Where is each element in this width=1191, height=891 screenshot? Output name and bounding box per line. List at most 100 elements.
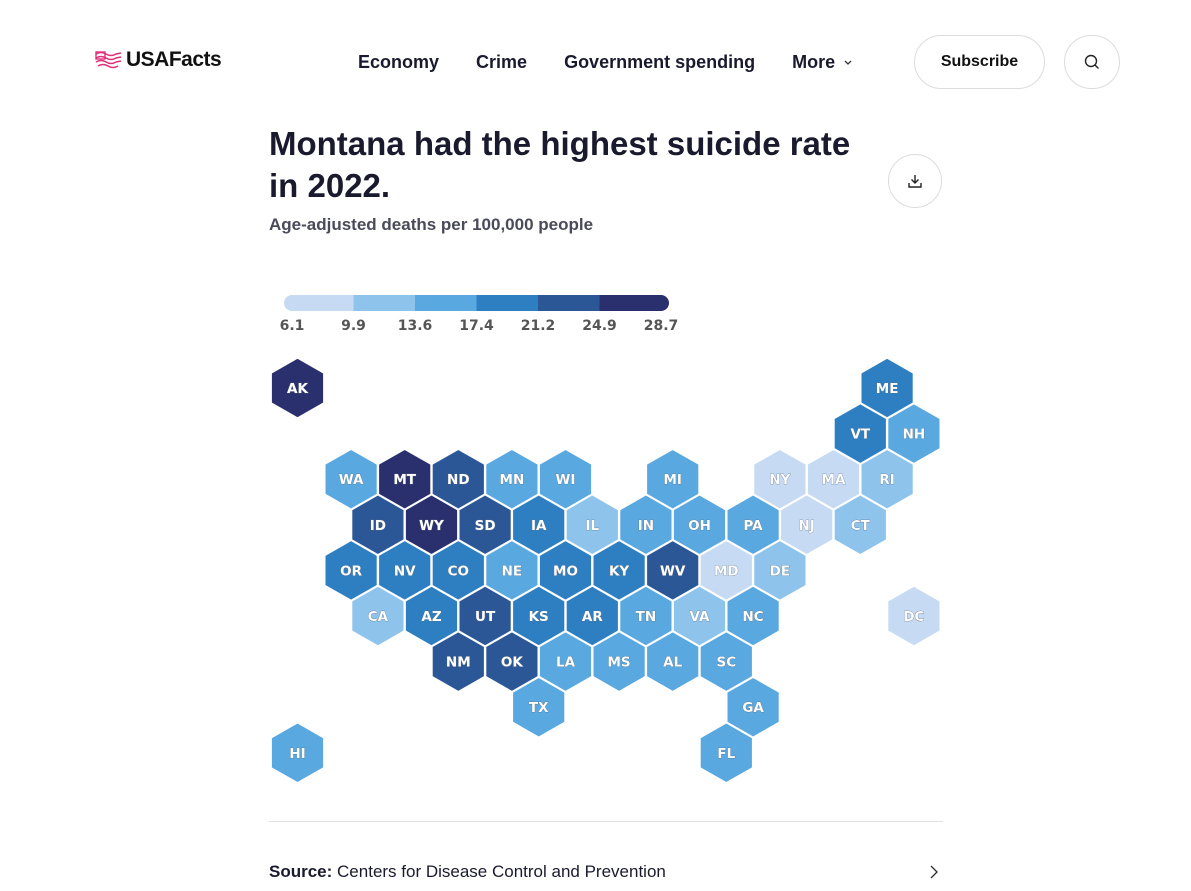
state-hex-ga[interactable]: GA bbox=[726, 676, 780, 738]
state-hex-ks[interactable]: KS bbox=[511, 585, 566, 647]
state-hex-nd[interactable]: ND bbox=[431, 448, 486, 510]
state-label: DC bbox=[903, 609, 924, 625]
state-hex-shape bbox=[458, 585, 512, 647]
state-hex-shape bbox=[726, 676, 780, 738]
state-hex-ok[interactable]: OK bbox=[485, 631, 539, 693]
state-hex-vt[interactable]: VT bbox=[833, 403, 888, 465]
state-label: KY bbox=[609, 563, 629, 579]
state-hex-ar[interactable]: AR bbox=[565, 585, 620, 647]
state-label: IA bbox=[531, 518, 547, 534]
state-hex-ri[interactable]: RI bbox=[860, 448, 914, 510]
state-label: IL bbox=[585, 518, 599, 534]
download-icon bbox=[908, 175, 922, 188]
state-hex-ms[interactable]: MS bbox=[592, 631, 646, 693]
logo-text: USAFacts bbox=[126, 48, 222, 71]
state-label: RI bbox=[879, 472, 894, 488]
state-hex-sc[interactable]: SC bbox=[699, 631, 754, 693]
state-hex-mi[interactable]: MI bbox=[645, 448, 700, 510]
state-hex-dc[interactable]: DC bbox=[887, 585, 941, 647]
state-hex-pa[interactable]: PA bbox=[726, 494, 780, 556]
state-hex-wv[interactable]: WV bbox=[645, 539, 700, 601]
state-hex-il[interactable]: IL bbox=[565, 494, 620, 556]
state-hex-al[interactable]: AL bbox=[645, 631, 700, 693]
state-hex-mt[interactable]: MT bbox=[377, 448, 432, 510]
state-hex-me[interactable]: ME bbox=[860, 357, 914, 419]
state-hex-hi[interactable]: HI bbox=[270, 722, 325, 784]
legend-swatch bbox=[538, 295, 600, 311]
state-label: AR bbox=[582, 609, 603, 625]
state-hex-in[interactable]: IN bbox=[619, 494, 673, 556]
state-label: SD bbox=[475, 518, 496, 534]
state-hex-shape bbox=[565, 585, 620, 647]
state-label: AZ bbox=[421, 609, 441, 625]
state-hex-ne[interactable]: NE bbox=[485, 539, 539, 601]
state-label: CO bbox=[448, 563, 469, 579]
state-hex-oh[interactable]: OH bbox=[672, 494, 727, 556]
state-label: NC bbox=[742, 609, 763, 625]
state-hex-nv[interactable]: NV bbox=[377, 539, 432, 601]
state-hex-md[interactable]: MD bbox=[699, 539, 754, 601]
search-button[interactable] bbox=[1064, 35, 1120, 89]
state-hex-va[interactable]: VA bbox=[672, 585, 727, 647]
state-hex-ma[interactable]: MA bbox=[806, 448, 861, 510]
source-line[interactable]: Source: Centers for Disease Control and … bbox=[269, 862, 666, 882]
state-label: CT bbox=[851, 518, 871, 534]
state-hex-tn[interactable]: TN bbox=[619, 585, 673, 647]
legend-tick-label: 21.2 bbox=[521, 318, 556, 334]
state-label: UT bbox=[475, 609, 496, 625]
state-hex-tx[interactable]: TX bbox=[511, 676, 566, 738]
state-hex-mo[interactable]: MO bbox=[538, 539, 593, 601]
subscribe-button[interactable]: Subscribe bbox=[914, 35, 1045, 89]
state-hex-mn[interactable]: MN bbox=[485, 448, 539, 510]
state-hex-ut[interactable]: UT bbox=[458, 585, 512, 647]
legend-swatch bbox=[353, 295, 416, 311]
state-hex-ny[interactable]: NY bbox=[753, 448, 807, 510]
usafacts-logo[interactable]: USAFacts bbox=[95, 48, 222, 72]
state-hex-id[interactable]: ID bbox=[351, 494, 405, 556]
state-hex-shape bbox=[779, 494, 834, 556]
state-label: FL bbox=[717, 746, 735, 762]
state-hex-shape bbox=[565, 494, 620, 556]
state-hex-nj[interactable]: NJ bbox=[779, 494, 834, 556]
main-nav: Economy Crime Government spending More bbox=[358, 52, 890, 73]
download-button[interactable] bbox=[888, 154, 942, 208]
state-label: WY bbox=[419, 518, 444, 534]
state-hex-wa[interactable]: WA bbox=[324, 448, 378, 510]
chart-subtitle: Age-adjusted deaths per 100,000 people bbox=[269, 215, 594, 234]
state-hex-nh[interactable]: NH bbox=[887, 403, 941, 465]
state-hex-wi[interactable]: WI bbox=[538, 448, 593, 510]
state-hex-shape bbox=[511, 585, 566, 647]
state-hex-ct[interactable]: CT bbox=[833, 494, 888, 556]
nav-more[interactable]: More bbox=[792, 52, 853, 73]
state-hex-co[interactable]: CO bbox=[431, 539, 486, 601]
state-hex-shape bbox=[324, 448, 378, 510]
state-hex-de[interactable]: DE bbox=[753, 539, 807, 601]
state-hex-nm[interactable]: NM bbox=[431, 631, 486, 693]
state-label: MN bbox=[500, 472, 525, 488]
chevron-right-icon[interactable] bbox=[928, 864, 940, 880]
divider bbox=[269, 821, 943, 822]
state-hex-az[interactable]: AZ bbox=[404, 585, 459, 647]
state-hex-ky[interactable]: KY bbox=[592, 539, 646, 601]
state-label: OH bbox=[688, 518, 711, 534]
state-hex-fl[interactable]: FL bbox=[699, 722, 754, 784]
search-icon bbox=[1084, 54, 1099, 69]
state-label: MT bbox=[393, 472, 416, 488]
state-hex-la[interactable]: LA bbox=[538, 631, 593, 693]
state-hex-shape bbox=[431, 631, 486, 693]
state-hex-sd[interactable]: SD bbox=[458, 494, 512, 556]
nav-government-spending[interactable]: Government spending bbox=[564, 52, 756, 72]
state-hex-shape bbox=[377, 448, 432, 510]
state-hex-nc[interactable]: NC bbox=[726, 585, 780, 647]
state-hex-ia[interactable]: IA bbox=[511, 494, 566, 556]
state-hex-shape bbox=[538, 631, 593, 693]
state-hex-ca[interactable]: CA bbox=[351, 585, 405, 647]
state-label: MA bbox=[822, 472, 846, 488]
nav-crime[interactable]: Crime bbox=[476, 52, 528, 72]
state-hex-shape bbox=[511, 676, 566, 738]
state-label: MD bbox=[714, 563, 739, 579]
state-hex-wy[interactable]: WY bbox=[404, 494, 459, 556]
nav-economy[interactable]: Economy bbox=[358, 52, 440, 72]
state-hex-ak[interactable]: AK bbox=[270, 357, 325, 419]
state-hex-or[interactable]: OR bbox=[324, 539, 378, 601]
